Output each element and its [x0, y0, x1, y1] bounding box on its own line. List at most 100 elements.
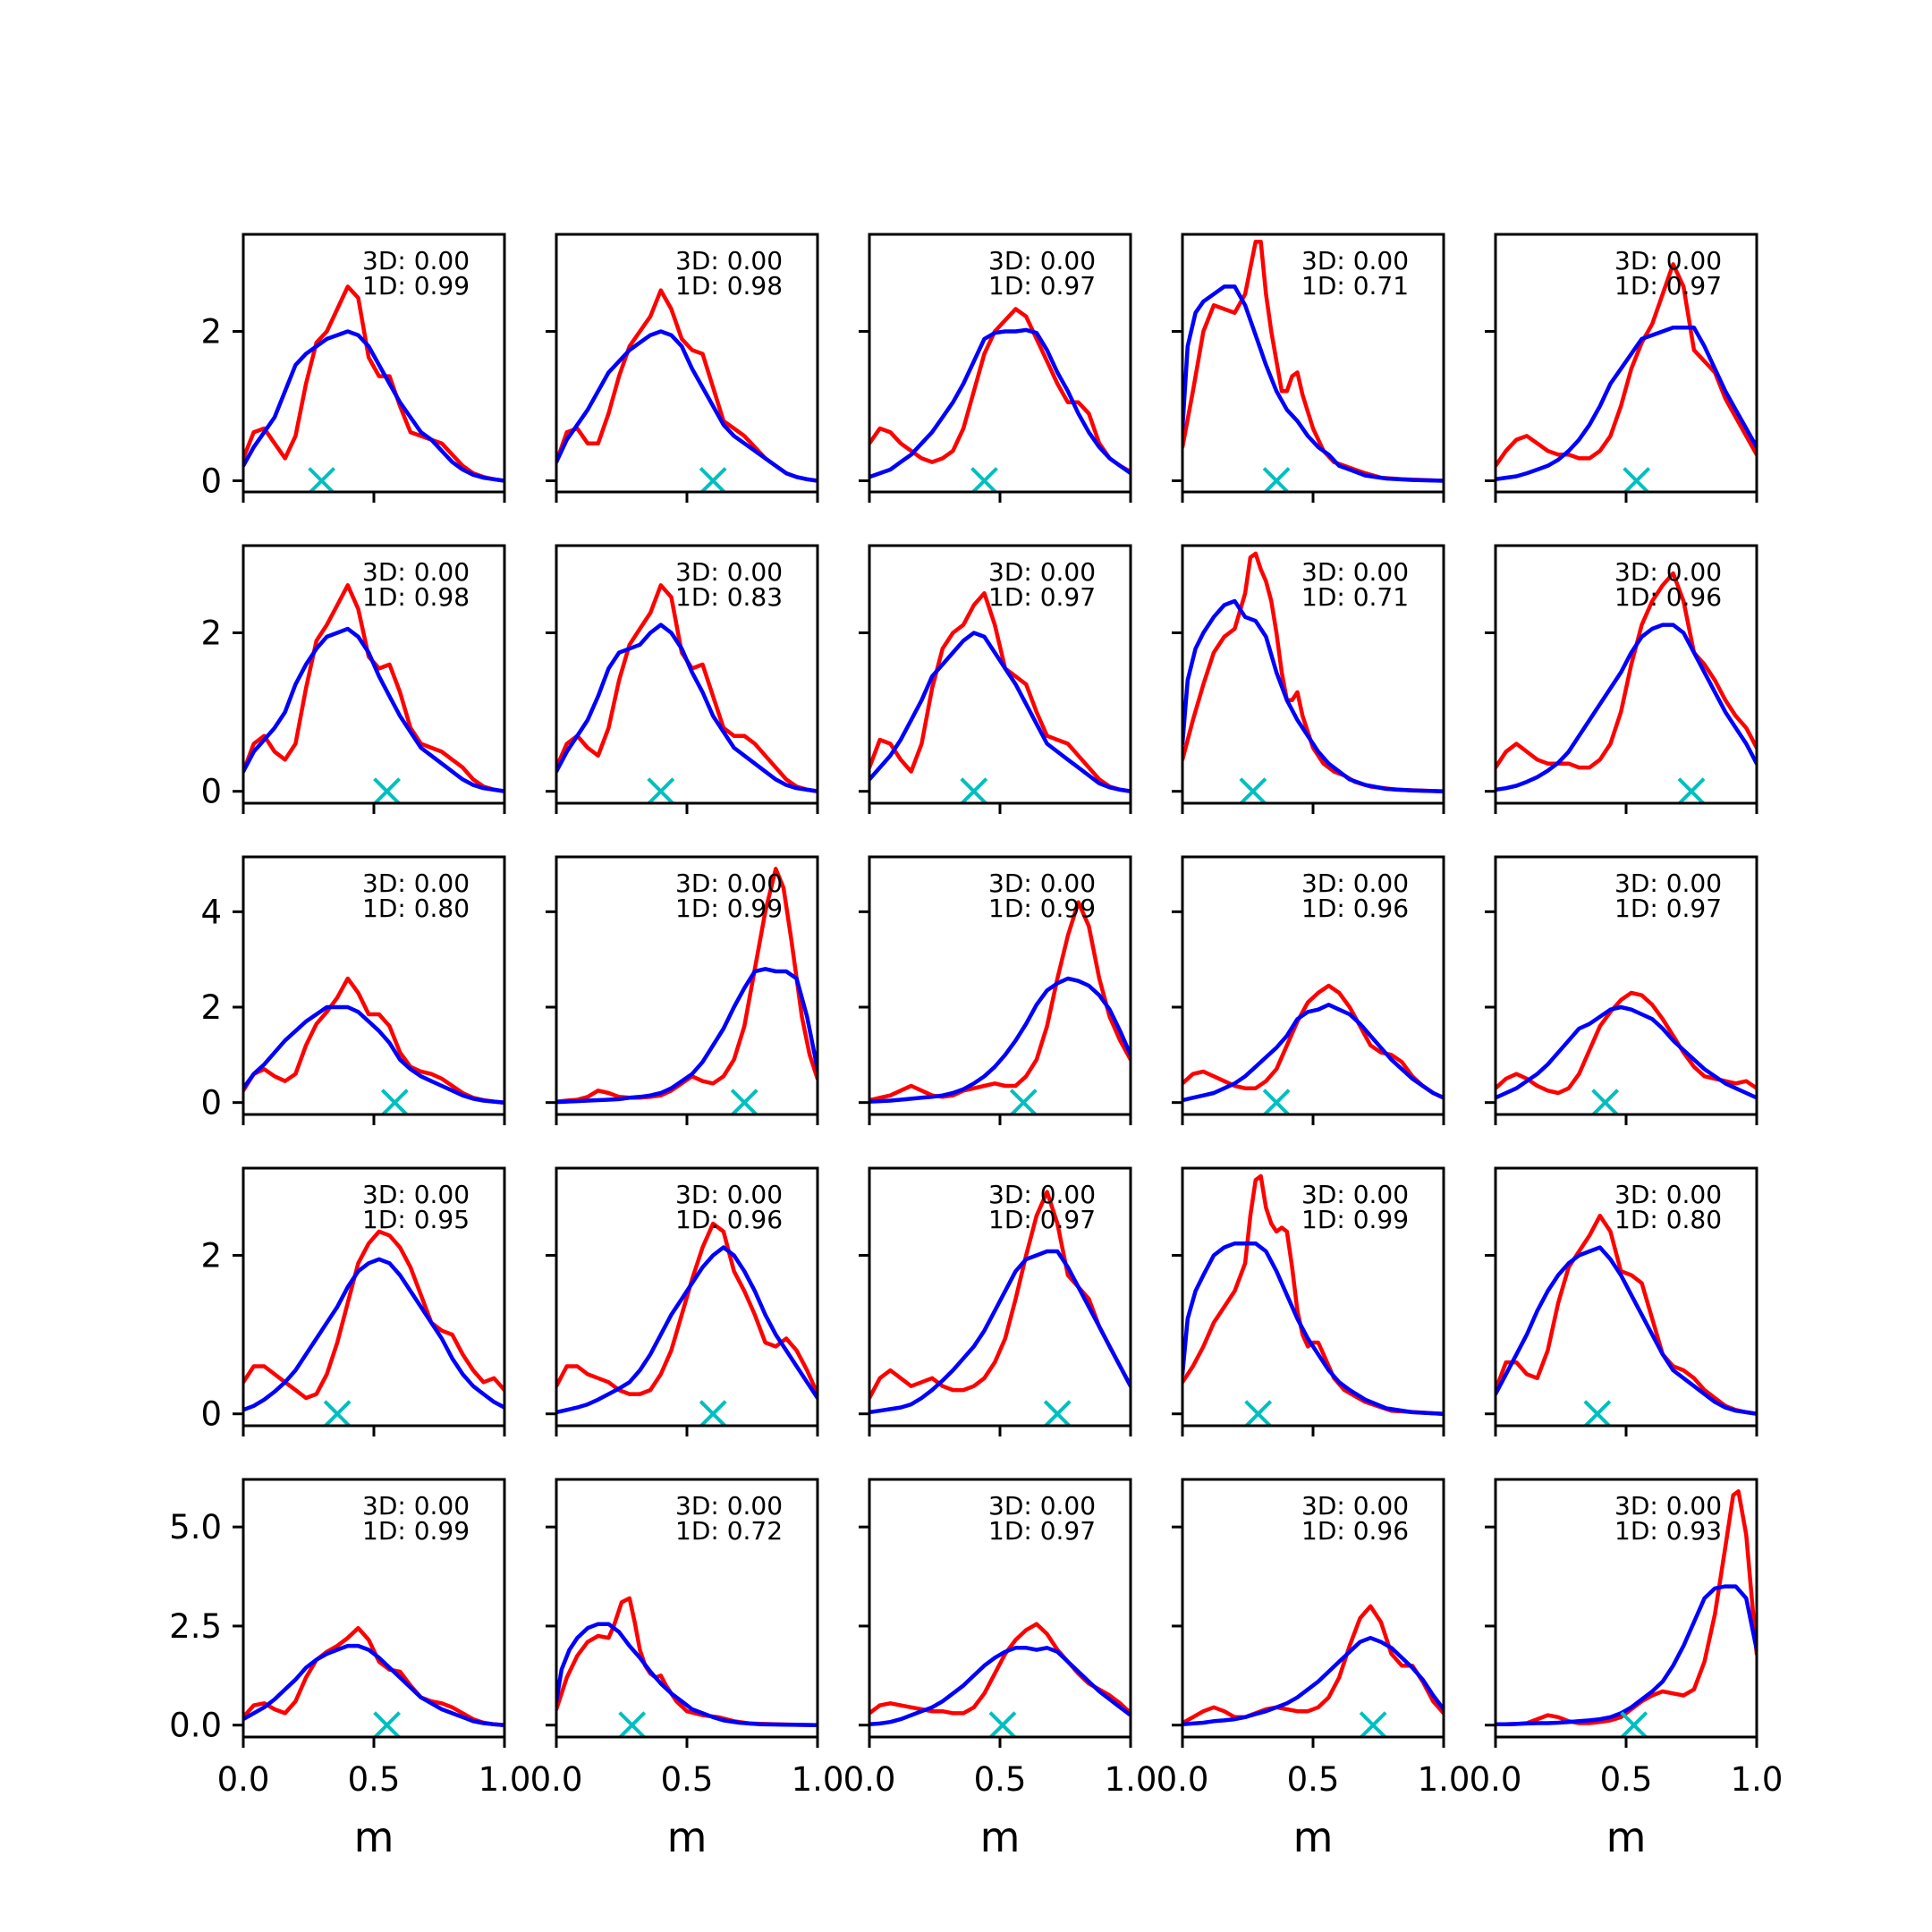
score-annotation: 1D: 0.99	[1301, 1205, 1409, 1234]
red-density-line	[243, 284, 504, 483]
x-tick-label: 1.0	[1105, 1760, 1157, 1799]
blue-density-line	[1182, 1003, 1444, 1103]
score-annotation: 3D: 0.00	[1301, 1180, 1409, 1209]
blue-density-line	[243, 626, 504, 793]
cross-marker-stroke	[1359, 1711, 1387, 1737]
x-tick-label: 1.0	[1418, 1760, 1470, 1799]
cross-marker	[373, 1711, 402, 1737]
plot-area	[1496, 262, 1757, 492]
cross-marker-stroke	[618, 1711, 647, 1737]
cross-marker-stroke	[323, 1400, 352, 1426]
score-annotation: 1D: 0.96	[1301, 894, 1409, 923]
score-annotation: 3D: 0.00	[1614, 1491, 1722, 1521]
plot-area	[1182, 983, 1444, 1114]
score-annotation: 1D: 0.97	[988, 1205, 1096, 1234]
score-annotation: 3D: 0.00	[988, 557, 1096, 587]
score-annotation: 1D: 0.96	[1614, 582, 1722, 612]
cross-marker	[699, 1400, 727, 1426]
cross-marker	[1262, 467, 1291, 492]
cross-marker	[647, 777, 675, 803]
blue-density-line	[1496, 1584, 1757, 1727]
plot-area	[1496, 990, 1757, 1114]
score-annotation: 1D: 0.98	[362, 582, 470, 612]
plot-area	[869, 1190, 1131, 1426]
blue-density-line	[1496, 1245, 1757, 1416]
red-density-line	[869, 590, 1131, 793]
plot-area	[869, 307, 1131, 492]
x-tick-label: 1.0	[792, 1760, 844, 1799]
blue-density-line	[1182, 1241, 1444, 1416]
score-annotation: 3D: 0.00	[362, 1491, 470, 1521]
blue-density-line	[869, 631, 1131, 793]
blue-density-line	[243, 1004, 504, 1105]
blue-density-line	[556, 329, 818, 483]
red-density-line	[243, 1625, 504, 1727]
cross-marker-stroke	[1262, 467, 1291, 492]
blue-density-line	[869, 1646, 1131, 1727]
score-annotation: 3D: 0.00	[1301, 1491, 1409, 1521]
score-annotation: 3D: 0.00	[362, 869, 470, 898]
plot-area	[556, 867, 818, 1114]
blue-density-line	[1182, 1635, 1444, 1727]
score-annotation: 3D: 0.00	[988, 869, 1096, 898]
red-density-line	[1496, 1213, 1757, 1416]
red-density-line	[243, 1229, 504, 1401]
cross-marker	[1009, 1089, 1038, 1114]
plot-area	[1496, 1213, 1757, 1426]
plot-area	[1496, 571, 1757, 803]
blue-density-line	[243, 1257, 504, 1412]
plot-area	[556, 1221, 818, 1426]
y-tick-label: 2	[200, 1236, 222, 1275]
cross-marker-stroke	[970, 467, 998, 492]
cross-marker	[970, 467, 998, 492]
cross-marker	[1583, 1400, 1612, 1426]
score-annotation: 3D: 0.00	[675, 557, 783, 587]
plot-area	[243, 284, 504, 492]
score-annotation: 3D: 0.00	[1301, 557, 1409, 587]
x-tick-label: 0.5	[974, 1760, 1027, 1799]
score-annotation: 3D: 0.00	[988, 246, 1096, 275]
red-density-line	[869, 1622, 1131, 1716]
plot-area	[243, 1625, 504, 1737]
x-tick-label: 1.0	[1731, 1760, 1784, 1799]
y-tick-label: 0	[200, 773, 222, 811]
cross-marker-stroke	[1262, 1089, 1291, 1114]
blue-density-line	[1496, 1004, 1757, 1100]
score-annotation: 1D: 0.93	[1614, 1516, 1722, 1546]
plot-area	[869, 1622, 1131, 1737]
cross-marker-stroke	[1583, 1400, 1612, 1426]
cross-marker-stroke	[308, 467, 336, 492]
blue-density-line	[869, 327, 1131, 479]
x-tick-label: 0.0	[530, 1760, 583, 1799]
x-tick-label: 0.0	[1157, 1760, 1209, 1799]
red-density-line	[556, 583, 818, 793]
blue-density-line	[869, 1249, 1131, 1415]
cross-marker-stroke	[380, 1089, 409, 1114]
plot-area	[869, 590, 1131, 803]
blue-density-line	[1496, 326, 1757, 482]
score-annotation: 1D: 0.96	[675, 1205, 783, 1234]
plot-area	[1182, 240, 1444, 492]
x-tick-label: 0.5	[661, 1760, 714, 1799]
y-tick-label: 5.0	[169, 1508, 222, 1546]
cross-marker-stroke	[988, 1711, 1017, 1737]
red-density-line	[556, 288, 818, 483]
cross-marker-stroke	[1043, 1400, 1072, 1426]
score-annotation: 1D: 0.80	[362, 894, 470, 923]
blue-density-line	[556, 1622, 818, 1727]
cross-marker	[1043, 1400, 1072, 1426]
score-annotation: 3D: 0.00	[1614, 557, 1722, 587]
cross-marker-stroke	[730, 1089, 758, 1114]
plot-area	[1182, 1604, 1444, 1737]
